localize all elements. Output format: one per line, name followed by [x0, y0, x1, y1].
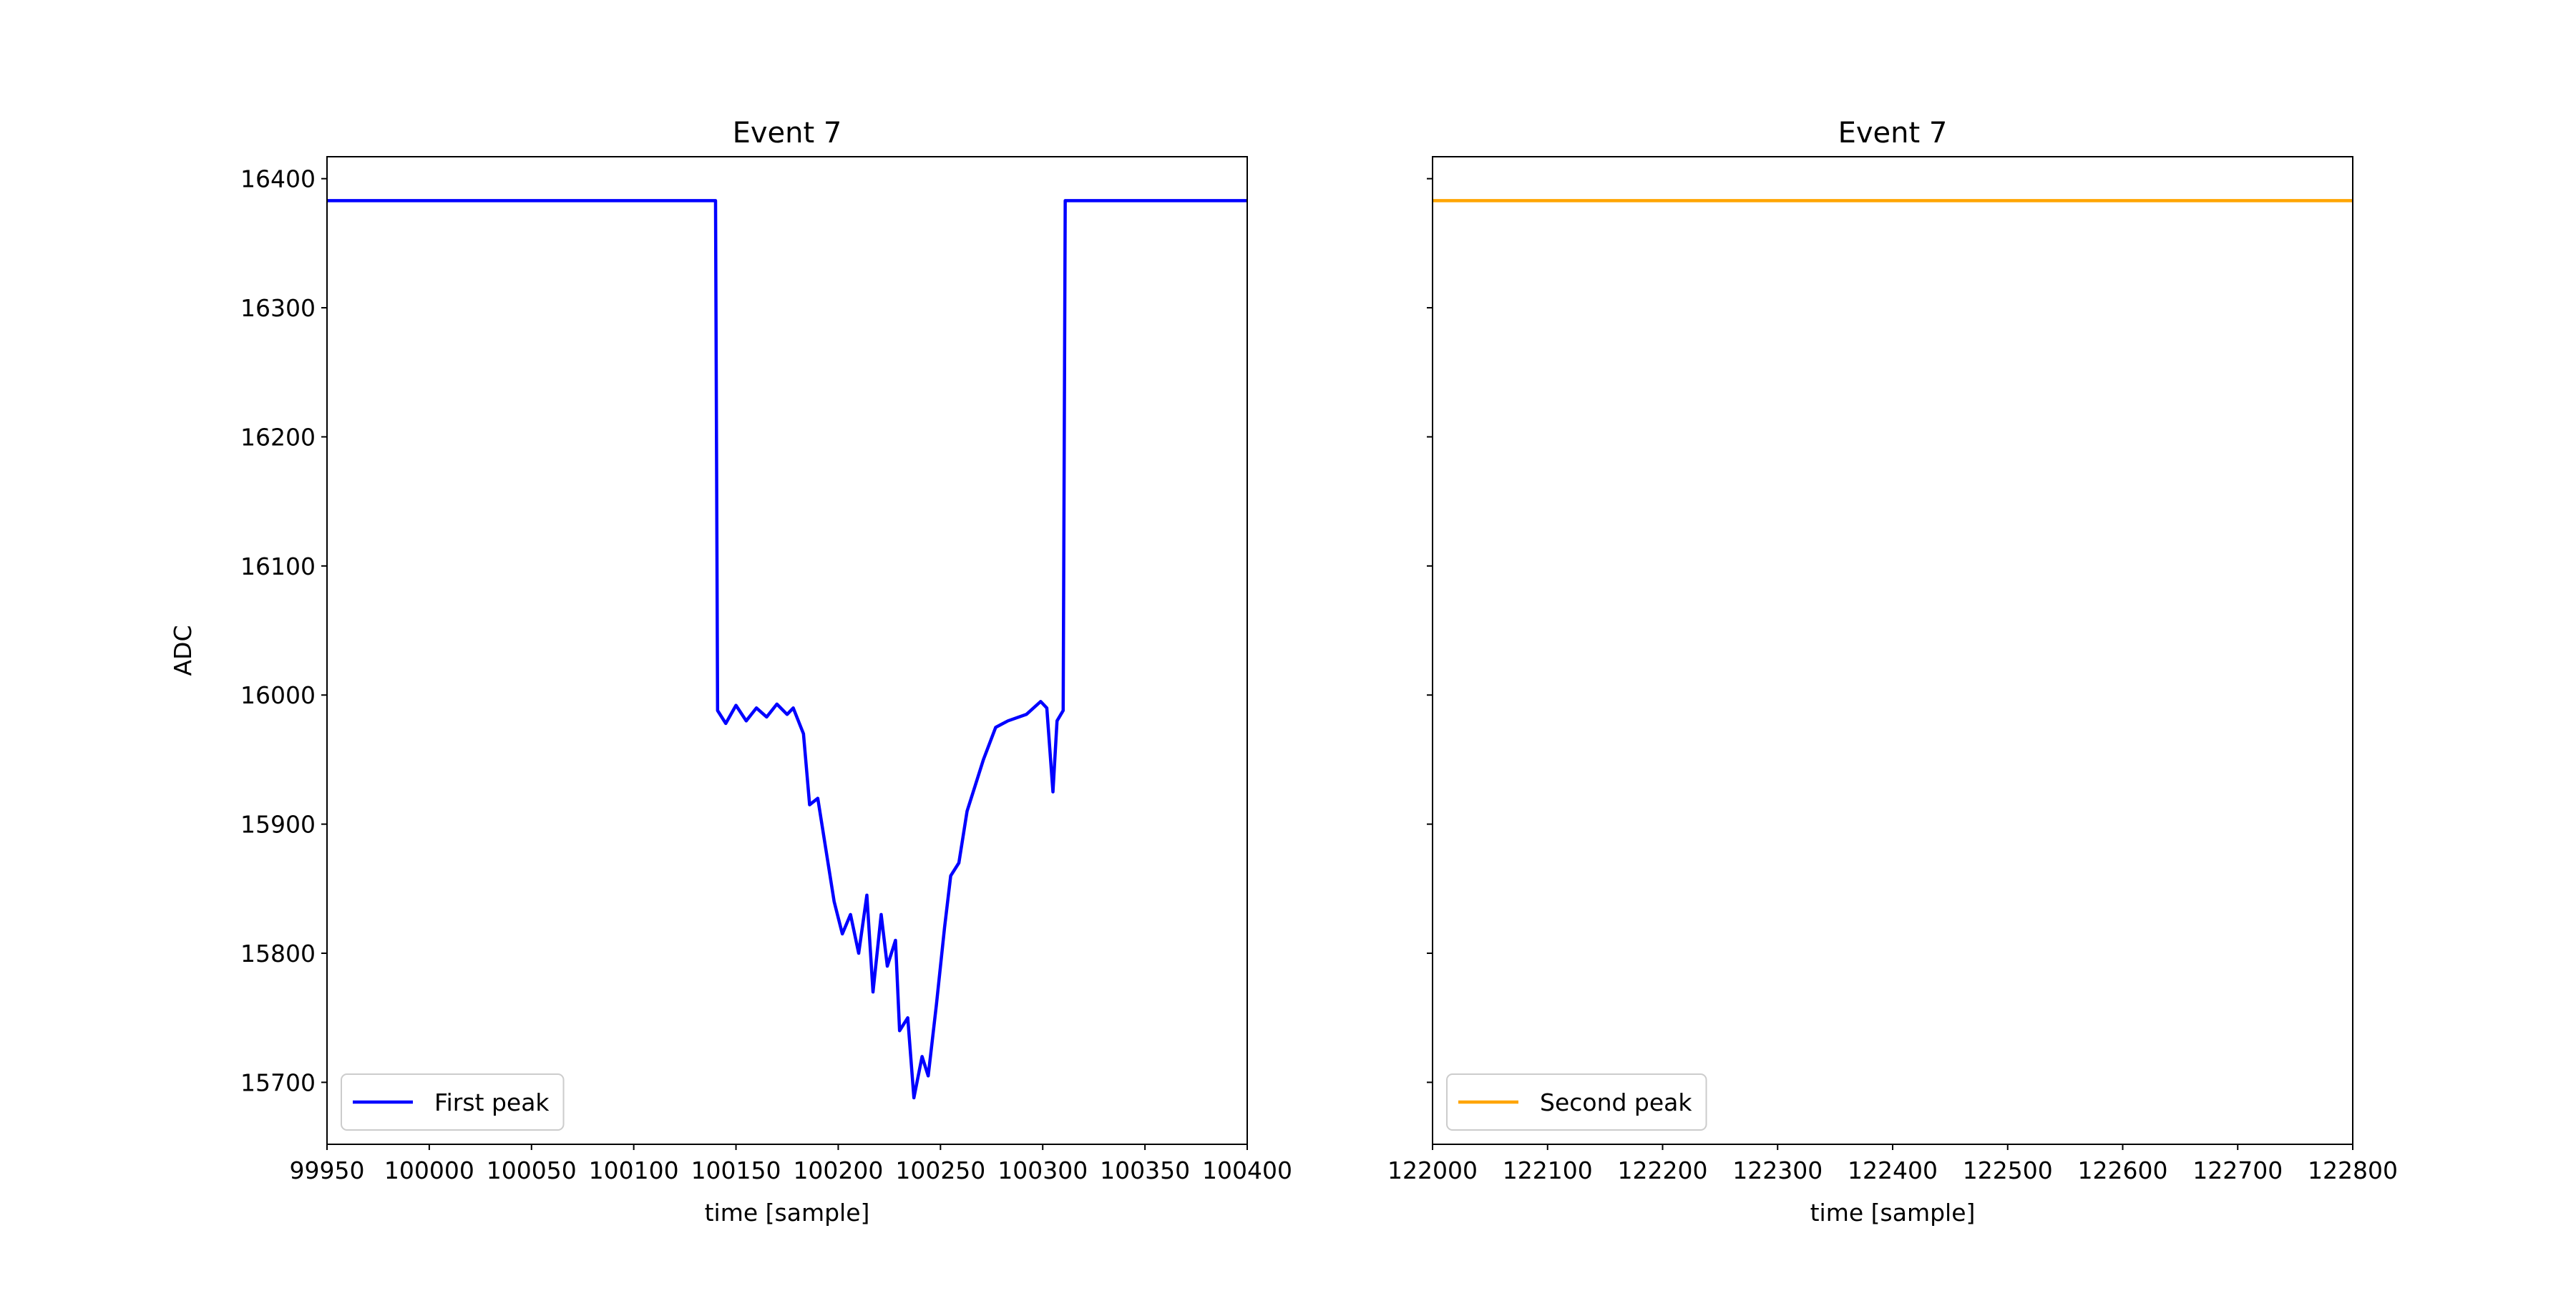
legend-label: First peak: [434, 1088, 550, 1116]
x-tick-label: 100200: [793, 1156, 883, 1184]
y-tick-label: 15900: [240, 811, 316, 839]
x-tick-label: 100100: [589, 1156, 679, 1184]
x-tick-label: 122500: [1963, 1156, 2053, 1184]
x-tick-label: 100000: [384, 1156, 474, 1184]
legend-box: [341, 1073, 565, 1131]
y-tick-label: 15800: [240, 940, 316, 968]
x-tick-label: 122300: [1732, 1156, 1823, 1184]
x-tick-label: 122000: [1387, 1156, 1478, 1184]
y-tick-label: 16000: [240, 681, 316, 709]
axes-frame: [1432, 156, 2353, 1145]
data-line: [327, 199, 1247, 1100]
y-tick-label: 16400: [240, 165, 316, 193]
y-tick-label: 16300: [240, 294, 316, 322]
x-tick-label: 100350: [1100, 1156, 1190, 1184]
y-tick-label: 16200: [240, 423, 316, 451]
y-tick-label: 16100: [240, 552, 316, 580]
x-tick-label: 100250: [895, 1156, 985, 1184]
y-tick-label: 15700: [240, 1068, 316, 1096]
x-tick-label: 100150: [691, 1156, 781, 1184]
x-tick-label: 99950: [290, 1156, 365, 1184]
x-tick-label: 100050: [487, 1156, 577, 1184]
chart-title: Event 7: [733, 117, 842, 150]
x-tick-label: 122600: [2078, 1156, 2168, 1184]
x-axis-label: time [sample]: [1810, 1199, 1976, 1227]
x-tick-label: 122100: [1503, 1156, 1593, 1184]
x-tick-label: 122400: [1848, 1156, 1938, 1184]
x-tick-label: 100300: [997, 1156, 1088, 1184]
x-tick-label: 122700: [2192, 1156, 2283, 1184]
legend-label: Second peak: [1540, 1088, 1692, 1116]
x-tick-label: 100400: [1202, 1156, 1292, 1184]
chart-title: Event 7: [1838, 117, 1948, 150]
y-axis-label: ADC: [169, 625, 197, 676]
x-axis-label: time [sample]: [705, 1199, 870, 1227]
x-tick-label: 122800: [2308, 1156, 2398, 1184]
axes-frame: [326, 156, 1248, 1145]
legend-box: [1446, 1073, 1707, 1131]
x-tick-label: 122200: [1618, 1156, 1708, 1184]
